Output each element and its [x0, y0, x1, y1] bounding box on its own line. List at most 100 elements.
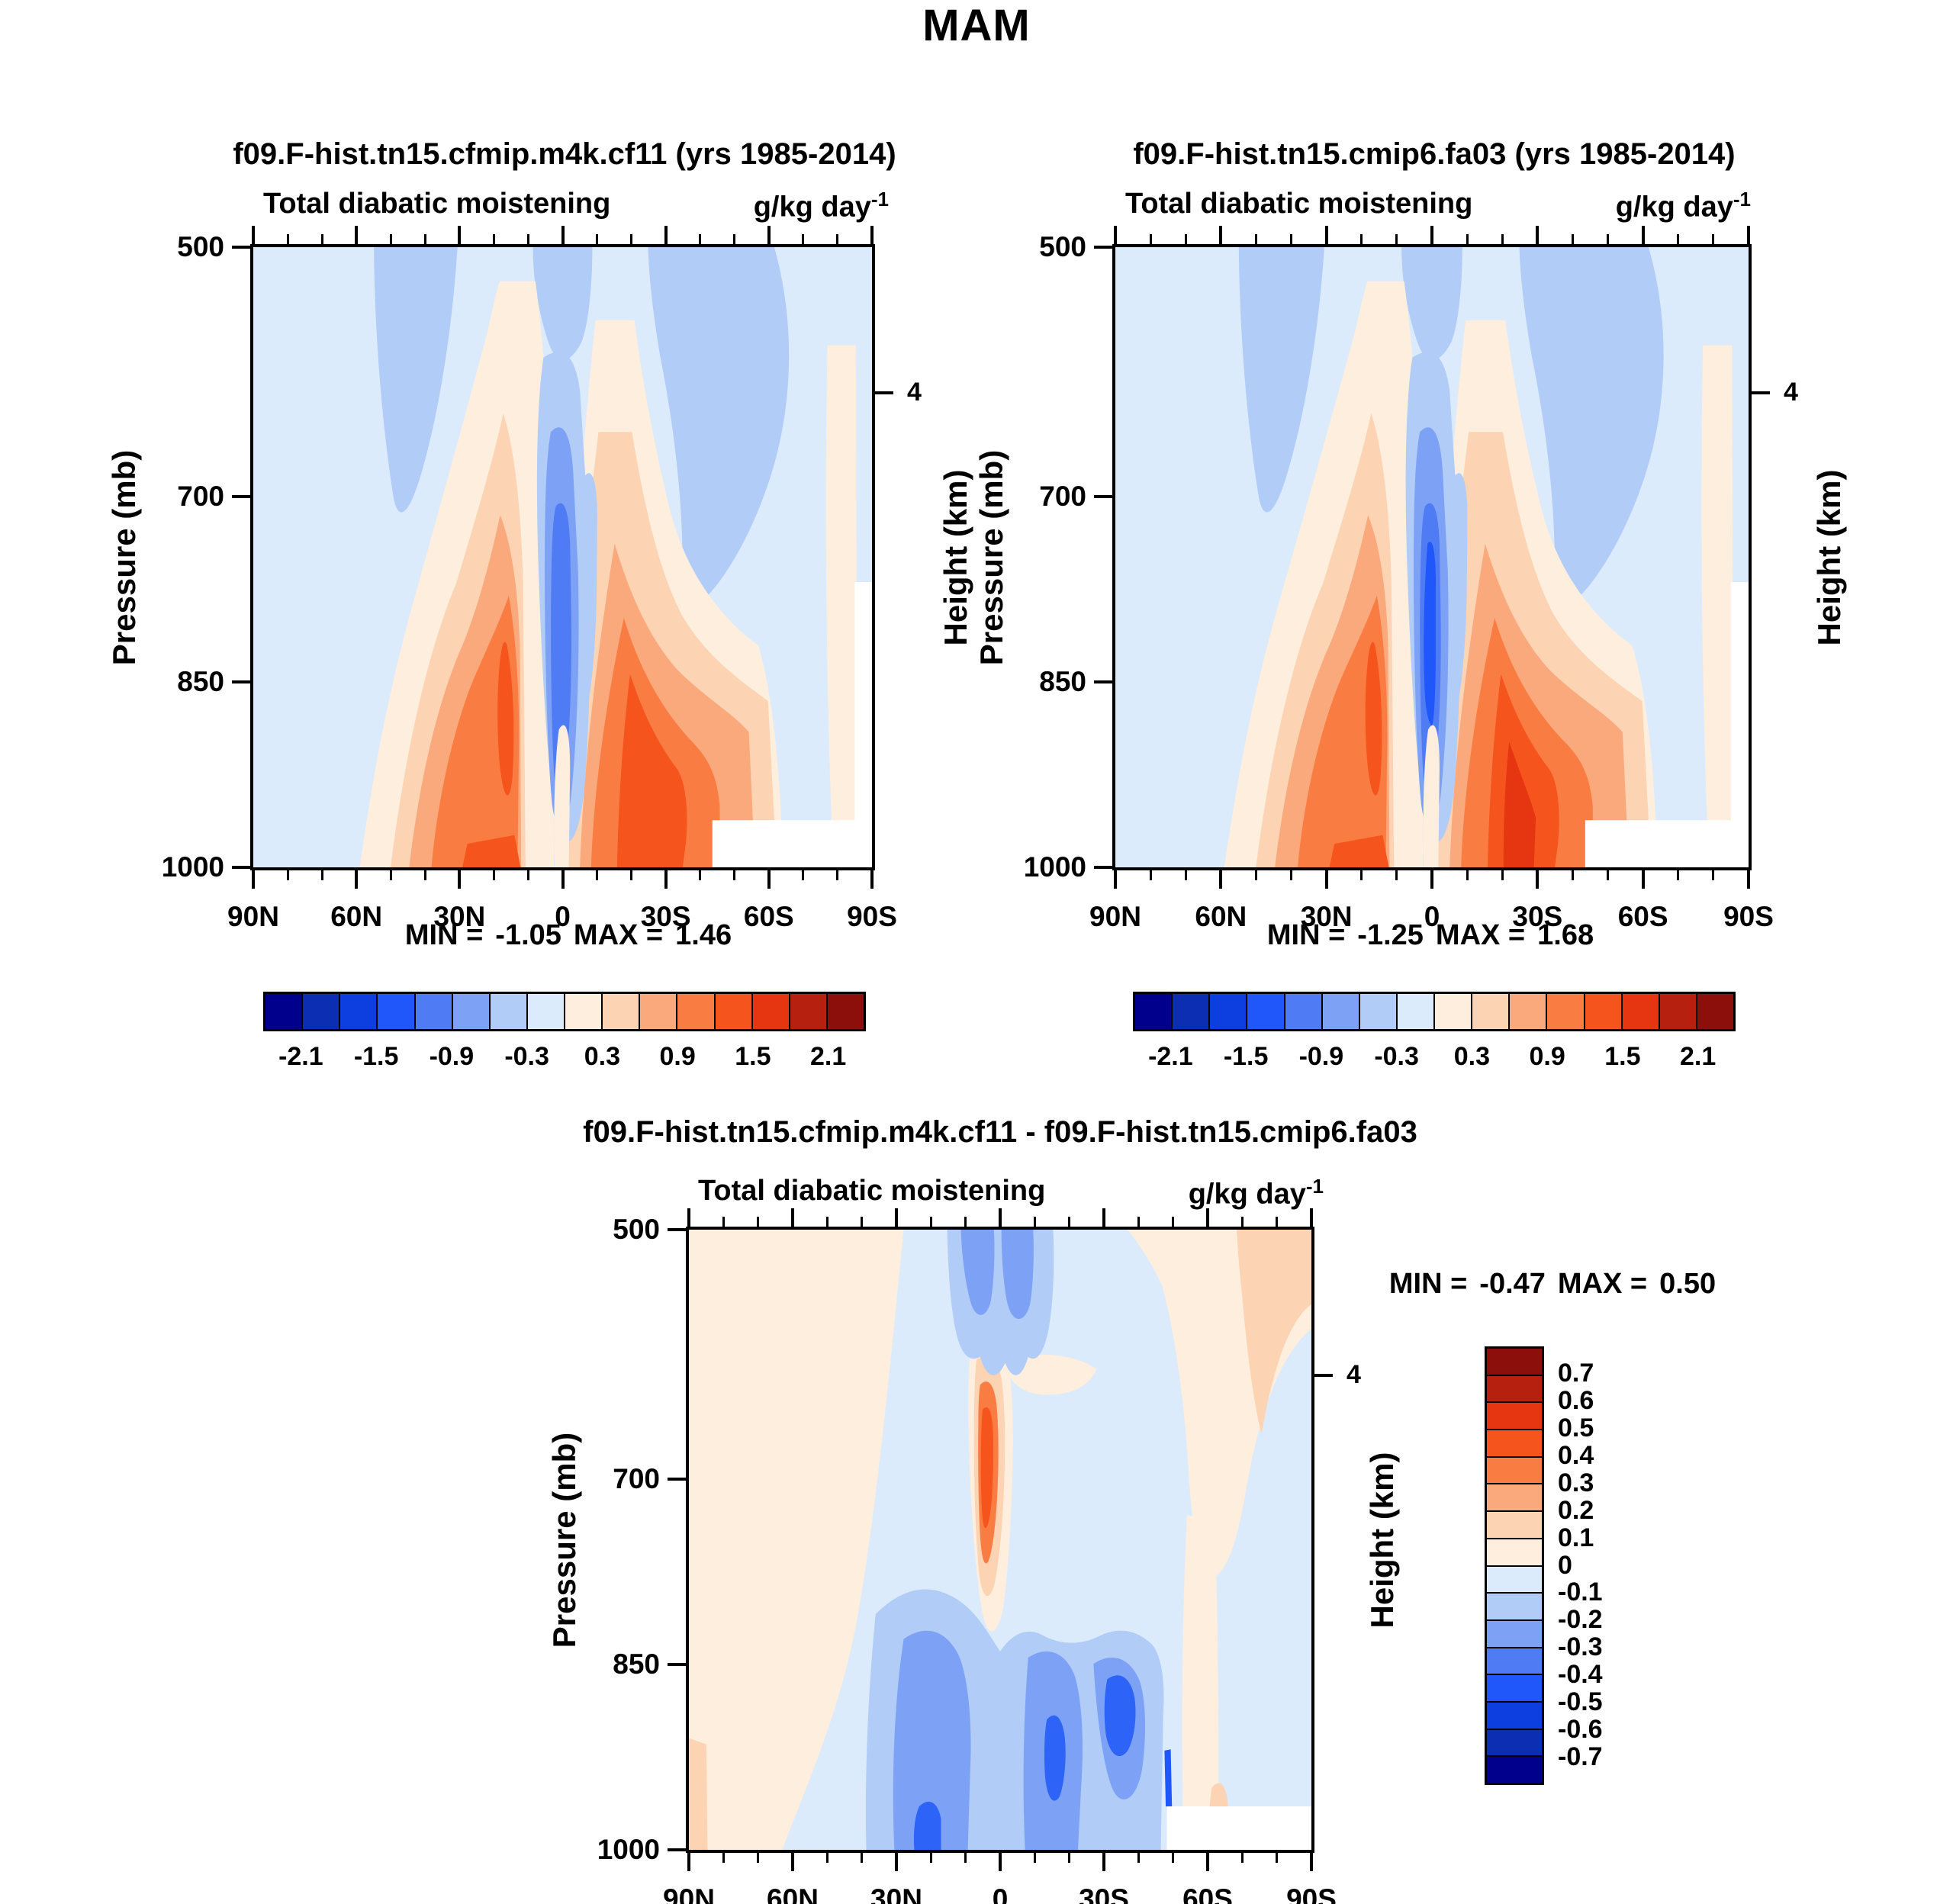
axis-tick	[1536, 870, 1540, 889]
axis-tick	[423, 870, 426, 880]
colorbar-tick-label: 0.9	[1529, 1042, 1565, 1071]
panel1-height-axis-label: Height (km)	[938, 469, 973, 646]
axis-tick	[492, 870, 495, 880]
colorbar-cell	[1246, 994, 1284, 1029]
axis-tick	[687, 1208, 690, 1227]
axis-tick	[492, 234, 495, 244]
panel1-ytick-label: 850	[177, 665, 224, 697]
colorbar-cell	[1283, 994, 1321, 1029]
colorbar-cell	[265, 994, 302, 1029]
axis-tick	[1149, 870, 1152, 880]
axis-tick	[1290, 870, 1293, 880]
axis-tick	[596, 234, 599, 244]
axis-tick	[1290, 234, 1293, 244]
axis-tick	[664, 226, 668, 244]
colorbar-cell	[1508, 994, 1546, 1029]
axis-tick	[861, 1217, 864, 1227]
axis-tick	[668, 1477, 686, 1481]
axis-tick	[1094, 866, 1112, 869]
panel2-pressure-axis-label: Pressure (mb)	[973, 449, 1009, 666]
colorbar-cell	[1620, 994, 1659, 1029]
panel1-units: g/kg day-1	[687, 188, 889, 224]
axis-tick	[1395, 234, 1398, 244]
panel2-plot-frame	[1112, 244, 1752, 870]
colorbar-cell	[1487, 1755, 1542, 1783]
colorbar-tick-label: -0.3	[1374, 1042, 1419, 1071]
axis-tick	[252, 226, 255, 244]
panel1-xtick-label: 30S	[640, 901, 691, 932]
axis-tick	[1466, 234, 1469, 244]
colorbar-tick-label: 0.2	[1558, 1495, 1594, 1525]
axis-tick	[791, 1853, 794, 1871]
axis-tick	[389, 870, 392, 880]
colorbar-tick-label: -0.7	[1558, 1742, 1603, 1772]
axis-tick	[1254, 870, 1257, 880]
panel3-units-base: g/kg day	[1188, 1178, 1306, 1211]
axis-tick	[802, 234, 805, 244]
colorbar-cell	[1487, 1619, 1542, 1647]
axis-tick	[870, 226, 874, 244]
colorbar-cell	[1487, 1374, 1542, 1402]
colorbar-tick-label: 0.9	[659, 1042, 696, 1071]
panel1-contour-plot	[253, 247, 872, 867]
colorbar-cell	[1487, 1728, 1542, 1756]
axis-tick	[1501, 870, 1504, 880]
colorbar-tick-label: 0.7	[1558, 1358, 1594, 1388]
axis-tick	[1149, 234, 1152, 244]
axis-tick	[1184, 234, 1187, 244]
axis-tick	[1607, 234, 1610, 244]
panel3-units-exp: -1	[1305, 1175, 1324, 1198]
panel2-xtick-label: 0	[1424, 901, 1440, 932]
panel2-colorbar	[1133, 992, 1736, 1031]
axis-tick	[1137, 1853, 1140, 1863]
axis-tick	[1752, 391, 1770, 395]
axis-tick	[1206, 1853, 1209, 1871]
panel3-xtick-label: 90S	[1286, 1883, 1337, 1904]
axis-tick	[232, 680, 250, 683]
panel1-min-label: MIN =	[404, 919, 484, 951]
colorbar-tick-label: -0.3	[1558, 1632, 1603, 1662]
axis-tick	[1206, 1208, 1209, 1227]
panel3-plot-frame	[686, 1227, 1314, 1853]
panel3-height-tick-label: 4	[1347, 1360, 1361, 1390]
colorbar-tick-label: 2.1	[1679, 1042, 1717, 1071]
colorbar-tick-label: -0.4	[1558, 1660, 1603, 1690]
colorbar-cell	[1471, 994, 1509, 1029]
axis-tick	[1102, 1853, 1105, 1871]
colorbar-cell	[713, 994, 751, 1029]
colorbar-cell	[1487, 1700, 1542, 1729]
axis-tick	[699, 234, 702, 244]
axis-tick	[1607, 870, 1610, 880]
colorbar-tick-label: 0.3	[1558, 1468, 1594, 1497]
axis-tick	[1430, 870, 1433, 889]
panel2-units: g/kg day-1	[1549, 188, 1751, 224]
colorbar-cell	[601, 994, 639, 1029]
axis-tick	[929, 1853, 932, 1863]
panel3-height-axis-label: Height (km)	[1364, 1452, 1400, 1629]
axis-tick	[767, 226, 771, 244]
colorbar-cell	[1487, 1592, 1542, 1619]
colorbar-cell	[1487, 1565, 1542, 1593]
axis-tick	[1033, 1217, 1036, 1227]
colorbar-cell	[1583, 994, 1621, 1029]
panel2-ytick-label: 700	[1039, 480, 1086, 512]
panel3-xtick-label: 60S	[1182, 1883, 1233, 1904]
panel1-xtick-label: 60S	[743, 901, 794, 932]
panel2-ytick-label: 850	[1039, 665, 1086, 697]
axis-tick	[1641, 226, 1645, 244]
axis-tick	[1310, 1208, 1313, 1227]
axis-tick	[1068, 1853, 1071, 1863]
panel1-ytick-label: 500	[177, 231, 224, 262]
panel1-xtick-label: 30N	[433, 901, 486, 932]
panel3-units: g/kg day-1	[1121, 1175, 1324, 1211]
colorbar-cell	[1487, 1429, 1542, 1456]
colorbar-cell	[751, 994, 789, 1029]
axis-tick	[1501, 234, 1504, 244]
axis-tick	[1536, 226, 1540, 244]
colorbar-cell	[451, 994, 489, 1029]
axis-tick	[1219, 226, 1223, 244]
axis-tick	[722, 1853, 725, 1863]
axis-tick	[861, 1853, 864, 1863]
panel3-max-label: MAX =	[1557, 1268, 1648, 1300]
panel3-xtick-label: 0	[992, 1883, 1009, 1904]
